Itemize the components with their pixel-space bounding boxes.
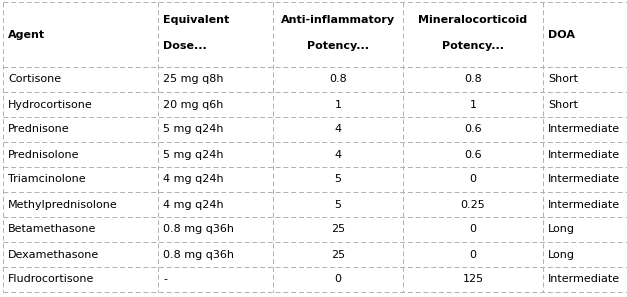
Text: Intermediate: Intermediate xyxy=(548,200,620,209)
Text: Prednisone: Prednisone xyxy=(8,124,70,135)
Text: Dose...: Dose... xyxy=(163,41,207,51)
Text: 0.8 mg q36h: 0.8 mg q36h xyxy=(163,225,234,235)
Text: Short: Short xyxy=(548,99,578,110)
Text: 25: 25 xyxy=(331,225,345,235)
Text: Fludrocortisone: Fludrocortisone xyxy=(8,274,95,285)
Text: 5 mg q24h: 5 mg q24h xyxy=(163,149,223,159)
Text: DOA: DOA xyxy=(548,29,575,40)
Text: 0.8: 0.8 xyxy=(329,75,347,85)
Text: Intermediate: Intermediate xyxy=(548,274,620,285)
Text: 0.25: 0.25 xyxy=(461,200,485,209)
Text: 25: 25 xyxy=(331,249,345,260)
Text: Intermediate: Intermediate xyxy=(548,149,620,159)
Text: Intermediate: Intermediate xyxy=(548,175,620,184)
Text: 4: 4 xyxy=(334,124,342,135)
Text: 20 mg q6h: 20 mg q6h xyxy=(163,99,223,110)
Text: 0.8 mg q36h: 0.8 mg q36h xyxy=(163,249,234,260)
Text: 0: 0 xyxy=(470,175,477,184)
Text: Dexamethasone: Dexamethasone xyxy=(8,249,99,260)
Text: Short: Short xyxy=(548,75,578,85)
Text: Triamcinolone: Triamcinolone xyxy=(8,175,86,184)
Text: 25 mg q8h: 25 mg q8h xyxy=(163,75,223,85)
Text: 4: 4 xyxy=(334,149,342,159)
Text: 4 mg q24h: 4 mg q24h xyxy=(163,175,224,184)
Text: 0.6: 0.6 xyxy=(464,149,482,159)
Text: Long: Long xyxy=(548,249,575,260)
Text: 5: 5 xyxy=(334,200,342,209)
Text: Hydrocortisone: Hydrocortisone xyxy=(8,99,93,110)
Text: Anti-inflammatory: Anti-inflammatory xyxy=(281,15,395,25)
Text: 0.6: 0.6 xyxy=(464,124,482,135)
Text: 4 mg q24h: 4 mg q24h xyxy=(163,200,224,209)
Text: 125: 125 xyxy=(463,274,483,285)
Text: Cortisone: Cortisone xyxy=(8,75,61,85)
Text: -: - xyxy=(163,274,167,285)
Text: 1: 1 xyxy=(470,99,477,110)
Text: Equivalent: Equivalent xyxy=(163,15,229,25)
Text: Agent: Agent xyxy=(8,29,45,40)
Text: Long: Long xyxy=(548,225,575,235)
Text: Prednisolone: Prednisolone xyxy=(8,149,80,159)
Text: Methylprednisolone: Methylprednisolone xyxy=(8,200,118,209)
Text: 0: 0 xyxy=(334,274,342,285)
Text: 0: 0 xyxy=(470,225,477,235)
Text: Intermediate: Intermediate xyxy=(548,124,620,135)
Text: Betamethasone: Betamethasone xyxy=(8,225,97,235)
Text: 5: 5 xyxy=(334,175,342,184)
Text: 0: 0 xyxy=(470,249,477,260)
Text: Potency...: Potency... xyxy=(307,41,369,51)
Text: 0.8: 0.8 xyxy=(464,75,482,85)
Text: Mineralocorticoid: Mineralocorticoid xyxy=(418,15,527,25)
Text: Potency...: Potency... xyxy=(442,41,504,51)
Text: 5 mg q24h: 5 mg q24h xyxy=(163,124,223,135)
Text: 1: 1 xyxy=(334,99,342,110)
